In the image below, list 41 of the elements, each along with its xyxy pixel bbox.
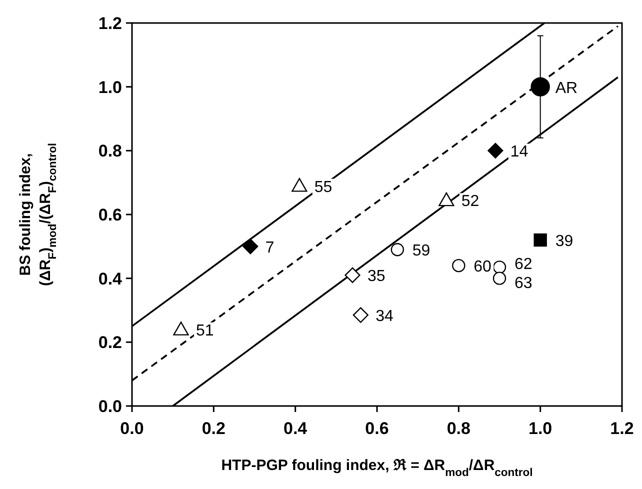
- point: [492, 260, 506, 274]
- point: [530, 77, 550, 96]
- y-tick-label: 0.0: [98, 397, 122, 416]
- point: [488, 142, 504, 158]
- annotation: AR: [555, 80, 578, 97]
- annotation: 55: [314, 178, 332, 196]
- point: [492, 272, 506, 285]
- point: [452, 258, 466, 272]
- x-tick-label: 0.8: [446, 419, 470, 438]
- x-axis-title: HTP-PGP fouling index, ℜ = ΔR$_{mod}$/ΔR$_{control}$: [221, 457, 533, 479]
- x-tick-label: 1.2: [610, 419, 634, 438]
- annotation: 59: [412, 242, 430, 260]
- annotation: 14: [510, 144, 528, 161]
- x-tick-label: 0.6: [365, 419, 389, 438]
- annotation: 63: [514, 275, 532, 292]
- y-tick-label: 0.4: [98, 269, 123, 288]
- y-tick-label: 0.2: [98, 333, 122, 352]
- point: [344, 267, 360, 283]
- annotation: 62: [514, 256, 532, 274]
- x-tick-label: 1.0: [528, 419, 552, 438]
- annotation: 51: [196, 322, 214, 340]
- annotation: 52: [461, 193, 480, 210]
- y-tick-label: 1.2: [98, 14, 122, 33]
- annotation: 60: [474, 258, 492, 276]
- point: [534, 233, 547, 247]
- point: [292, 178, 308, 192]
- point: [173, 322, 189, 336]
- y-tick-label: 1.0: [98, 78, 122, 97]
- y-tick-label: 0.8: [98, 142, 122, 161]
- x-tick-label: 0.4: [284, 419, 308, 438]
- annotation: 34: [376, 308, 394, 326]
- annotation: 7: [265, 239, 274, 256]
- x-tick-label: 0.0: [120, 419, 144, 438]
- y-tick-label: 0.6: [98, 206, 122, 224]
- annotation: 35: [368, 268, 386, 286]
- annotation: 39: [555, 233, 574, 250]
- point: [438, 192, 454, 206]
- point: [390, 243, 404, 256]
- point: [352, 307, 368, 323]
- point: [242, 238, 258, 254]
- x-tick-label: 0.2: [202, 419, 226, 438]
